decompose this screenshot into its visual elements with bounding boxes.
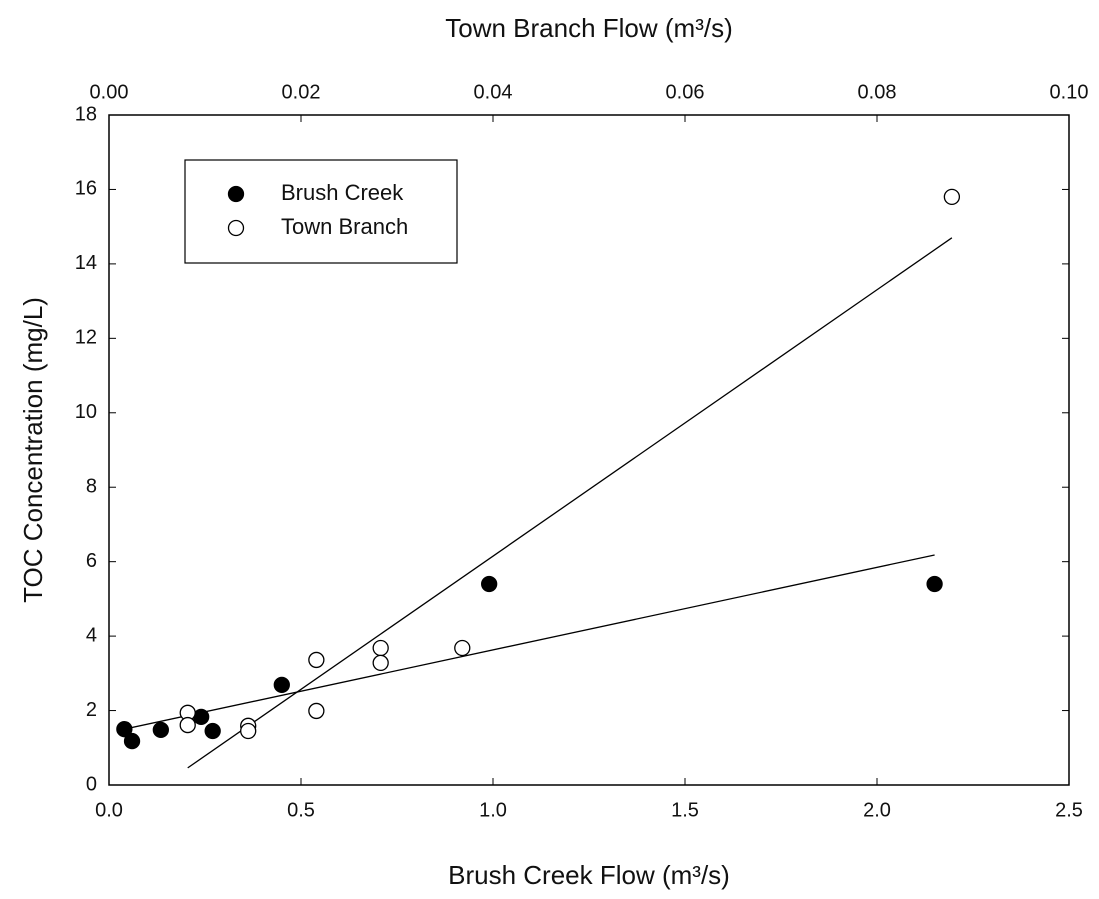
y-axis-title: TOC Concentration (mg/L) <box>18 297 48 603</box>
trend-line <box>187 237 953 769</box>
point <box>204 722 221 740</box>
x-axis-title: Brush Creek Flow (m³/s) <box>448 860 730 890</box>
y-tick-label: 18 <box>75 103 97 125</box>
x-tick-label: 1.5 <box>671 799 699 821</box>
x2-tick-label: 0.00 <box>90 81 129 103</box>
point <box>179 716 196 734</box>
y-tick-label: 0 <box>86 773 97 795</box>
top-axis-title: Town Branch Flow (m³/s) <box>445 13 733 43</box>
point <box>372 654 389 672</box>
point <box>152 721 169 739</box>
x2-tick-label: 0.08 <box>858 81 897 103</box>
x-tick-label: 0.5 <box>287 799 315 821</box>
x-tick-label: 1.0 <box>479 799 507 821</box>
point <box>273 676 290 694</box>
legend-label: Town Branch <box>281 214 408 239</box>
y-tick-label: 12 <box>75 327 97 349</box>
point <box>308 702 325 720</box>
point <box>123 732 141 750</box>
point <box>372 639 389 657</box>
plot-frame <box>108 114 1070 786</box>
x2-tick-label: 0.06 <box>666 81 705 103</box>
y-tick-label: 10 <box>75 401 97 423</box>
point <box>308 651 325 669</box>
legend-label: Brush Creek <box>281 180 404 205</box>
x2-tick-label: 0.10 <box>1050 81 1089 103</box>
x-tick-label: 0.0 <box>95 799 123 821</box>
y-tick-label: 4 <box>86 624 97 646</box>
y-tick-label: 2 <box>86 699 97 721</box>
x2-tick-label: 0.04 <box>474 81 513 103</box>
x-tick-label: 2.5 <box>1055 799 1083 821</box>
y-tick-label: 16 <box>75 178 97 200</box>
point <box>481 575 498 593</box>
point <box>116 721 133 738</box>
trend-line <box>124 554 935 730</box>
point <box>943 188 961 206</box>
legend-marker <box>227 219 245 237</box>
x-tick-label: 2.0 <box>863 799 891 821</box>
legend-box <box>184 159 458 264</box>
point <box>454 639 471 657</box>
point <box>193 708 210 726</box>
y-tick-label: 14 <box>75 252 97 274</box>
point <box>240 722 257 740</box>
x2-tick-label: 0.02 <box>282 81 321 103</box>
point <box>926 575 943 593</box>
y-tick-label: 8 <box>86 476 97 498</box>
legend-marker <box>227 185 245 203</box>
y-tick-label: 6 <box>86 550 97 572</box>
